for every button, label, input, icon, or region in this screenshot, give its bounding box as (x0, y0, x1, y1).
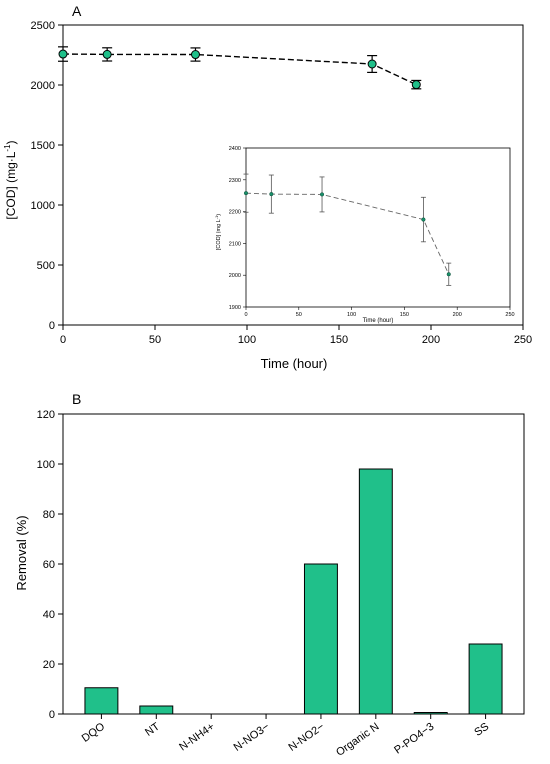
inset-y-axis-label-close: ) (216, 214, 222, 216)
y-tick-label: 20 (43, 659, 55, 671)
panel-a-axes (62, 24, 524, 326)
inset-frame (245, 147, 511, 308)
inset-y-tick-label: 1900 (229, 305, 241, 311)
panel-a-y-axis-label-close: ) (4, 140, 18, 144)
inset-x-axis-label: Time (hour) (363, 318, 394, 324)
inset-x-tick-label: 250 (505, 312, 514, 318)
inset-x-tick-label: 100 (347, 312, 356, 318)
inset-y-tick-label: 2400 (229, 146, 241, 152)
bar (468, 643, 503, 715)
inset-data-point (319, 192, 325, 197)
panel-b-y-ticks: 0 20 40 60 80 100 120 (37, 409, 63, 721)
inset-y-axis-label-sup: -1 (214, 215, 219, 219)
panel-a-label: A (72, 3, 82, 19)
x-tick-label: 0 (60, 334, 66, 346)
panel-b-label: B (72, 391, 81, 407)
data-point (102, 49, 112, 59)
x-tick-label: N-NO2− (286, 721, 326, 754)
bar (303, 563, 338, 715)
panel-a-inset: 1900 2000 2100 2200 2300 2400 0 50 100 150 200 250… (214, 146, 515, 324)
panel-a-y-axis-label: [COD] (mg·L-1) (3, 140, 18, 219)
x-tick-label: 200 (422, 334, 440, 346)
inset-y-tick-label: 2100 (229, 241, 241, 247)
panel-b-y-axis-label: Removal (%) (14, 515, 29, 590)
inset-y-tick-label: 2000 (229, 273, 241, 279)
y-tick-label: 0 (49, 320, 55, 332)
panel-a-y-axis-label-sup: -1 (3, 144, 12, 152)
panel-a-frame (62, 24, 524, 326)
inset-y-axis-label-main: [COD] (mg L (216, 219, 222, 250)
inset-data-point (446, 272, 451, 277)
inset-y-tick-label: 2300 (229, 178, 241, 184)
x-tick-label: N-NH4+ (177, 721, 217, 754)
x-tick-label: 250 (514, 334, 532, 346)
panel-b-x-ticks: DQO NT N-NH4+ N-NO3− N-NO2− Organic N P-PO4−3 S… (80, 714, 491, 759)
x-tick-label: DQO (80, 720, 108, 744)
inset-y-ticks: 1900 2000 2100 2200 2300 2400 (229, 146, 246, 311)
inset-x-ticks: 0 50 100 150 200 250 (244, 307, 515, 318)
panel-b-frame (62, 413, 525, 715)
inset-axes (245, 147, 511, 308)
inset-x-tick-label: 150 (400, 312, 409, 318)
bar (139, 705, 174, 715)
data-point (58, 49, 68, 59)
inset-y-axis-label: [COD] (mg L-1) (214, 214, 222, 250)
panel-a-y-ticks: 0 500 1000 1500 2000 2500 (31, 20, 63, 332)
panel-a-x-axis-label: Time (hour) (261, 356, 328, 371)
x-tick-label: 100 (238, 334, 256, 346)
y-tick-label: 100 (37, 459, 55, 471)
panel-a-y-axis-label-main: [COD] (mg·L (4, 151, 18, 219)
inset-series (243, 173, 452, 286)
panel-b-axes (62, 413, 525, 715)
series-line (62, 53, 417, 86)
x-tick-label: 50 (149, 334, 161, 346)
bar (358, 468, 393, 715)
inset-x-tick-label: 50 (296, 312, 302, 318)
data-point (367, 59, 377, 69)
y-tick-label: 2000 (31, 80, 55, 92)
x-tick-label: NT (143, 720, 162, 738)
y-tick-label: 0 (49, 709, 55, 721)
bar (413, 712, 448, 715)
x-tick-label: SS (472, 721, 491, 739)
inset-x-tick-label: 200 (453, 312, 462, 318)
inset-data-point (243, 191, 249, 196)
inset-data-point (421, 217, 426, 222)
x-tick-label: N-NO3− (232, 721, 272, 754)
y-tick-label: 1500 (31, 140, 55, 152)
x-tick-label: 150 (330, 334, 348, 346)
x-tick-label: Organic N (334, 721, 381, 759)
y-tick-label: 80 (43, 509, 55, 521)
inset-x-tick-label: 0 (244, 312, 247, 318)
panel-a-series (58, 46, 422, 90)
inset-data-point (269, 192, 274, 197)
y-tick-label: 500 (37, 260, 55, 272)
y-tick-label: 60 (43, 559, 55, 571)
y-tick-label: 120 (37, 409, 55, 421)
data-point (411, 80, 421, 90)
panel-a-x-ticks: 0 50 100 150 200 250 (60, 325, 532, 346)
inset-y-tick-label: 2200 (229, 210, 241, 216)
panel-b-bars (84, 468, 503, 715)
y-tick-label: 1000 (31, 200, 55, 212)
y-tick-label: 2500 (31, 20, 55, 32)
data-point (190, 50, 200, 60)
panel-b: B 0 20 40 60 80 100 120 Removal (%) DQO NT N-NH4… (14, 391, 525, 759)
y-tick-label: 40 (43, 609, 55, 621)
bar (84, 687, 119, 715)
x-tick-label: P-PO4−3 (392, 721, 436, 757)
